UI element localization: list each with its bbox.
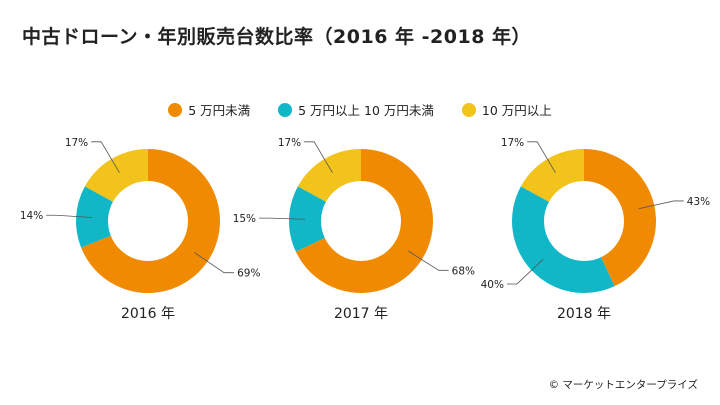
- donut-slice-over-100k: [520, 149, 584, 202]
- leader-line: [194, 252, 235, 274]
- data-label: 14%: [20, 210, 43, 222]
- leader-line: [304, 141, 333, 174]
- donut-chart-2018-年: 43% 40% 17% 2018 年: [481, 137, 711, 322]
- copyright-notice: © マーケットエンタープライズ: [548, 379, 698, 391]
- donut-year-label: 2016 年: [121, 306, 175, 322]
- donut-slice-over-100k: [297, 149, 361, 202]
- donut-slice-50k-to-100k: [289, 186, 326, 252]
- donut-year-label: 2017 年: [334, 306, 388, 322]
- legend-swatch-teal: [278, 102, 293, 117]
- leader-line: [259, 217, 306, 220]
- data-label: 15%: [233, 213, 256, 225]
- legend-item-50k-to-100k: 5 万円以上 10 万円未満: [278, 100, 434, 119]
- leader-line: [408, 250, 449, 271]
- leader-line: [638, 200, 684, 210]
- donut-slice-over-100k: [84, 149, 148, 202]
- data-label: 69%: [237, 268, 260, 280]
- chart-title: 中古ドローン・年別販売台数比率（2016 年 -2018 年）: [22, 26, 532, 48]
- leader-line: [91, 141, 120, 174]
- legend-swatch-yellow: [461, 102, 476, 117]
- legend-item-under-50k: 5 万円未満: [168, 100, 250, 119]
- donut-chart-2016-年: 69% 14% 17% 2016 年: [20, 137, 261, 322]
- leader-line: [527, 141, 556, 174]
- donut-slice-under-50k: [584, 149, 657, 287]
- donut-chart-2017-年: 68% 15% 17% 2017 年: [233, 137, 475, 322]
- legend-label: 5 万円未満: [188, 103, 251, 118]
- data-label: 17%: [501, 137, 524, 149]
- legend-item-over-100k: 10 万円以上: [461, 100, 552, 119]
- legend-label: 5 万円以上 10 万円未満: [298, 103, 434, 118]
- data-label: 17%: [278, 137, 301, 149]
- data-label: 43%: [687, 196, 710, 208]
- donut-slice-under-50k: [81, 149, 220, 294]
- legend: 5 万円未満 5 万円以上 10 万円未満 10 万円以上: [0, 100, 720, 119]
- legend-label: 10 万円以上: [481, 103, 552, 118]
- donut-year-label: 2018 年: [557, 306, 611, 322]
- donut-slice-50k-to-100k: [75, 186, 113, 248]
- leader-line: [46, 214, 93, 218]
- leader-line: [506, 259, 544, 285]
- donut-slice-under-50k: [295, 149, 433, 293]
- data-label: 68%: [452, 265, 475, 277]
- data-label: 17%: [65, 137, 88, 149]
- data-label: 40%: [481, 279, 504, 291]
- donut-slice-50k-to-100k: [512, 186, 615, 293]
- legend-swatch-orange: [168, 102, 183, 117]
